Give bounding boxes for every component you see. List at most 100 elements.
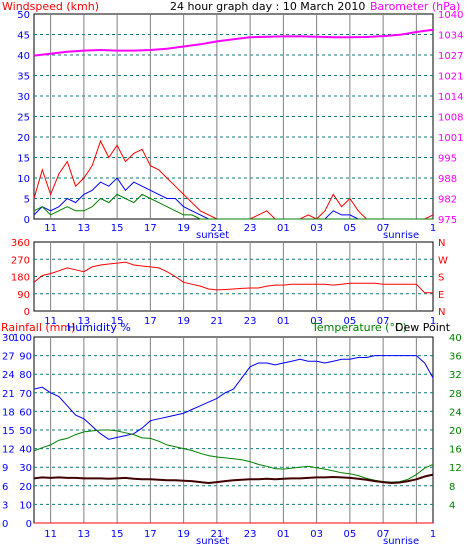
x-tick-label: 11: [44, 316, 57, 327]
x-tick-label: 13: [78, 529, 91, 540]
right-tick-label: 1014: [438, 92, 463, 103]
sunset-marker: sunset: [196, 230, 229, 241]
temperature-axis-label: Temperature (°C): [311, 321, 407, 334]
left-tick-label: 0: [24, 215, 30, 226]
right-tick-label: 1008: [438, 113, 463, 124]
sunset-marker-bottom: sunset: [196, 536, 229, 547]
temperature-tick-label: 20: [449, 426, 462, 437]
panel2-grid: [34, 242, 433, 311]
dewpoint-axis-label: Dew Point: [395, 321, 451, 334]
rain-tick-label: 0: [2, 519, 8, 530]
right-tick-label: 975: [438, 215, 457, 226]
series-line-gust: [33, 193, 433, 220]
humidity-tick-label: 40: [19, 445, 32, 456]
right-tick-label: N: [438, 238, 445, 249]
x-tick-label: 15: [111, 223, 124, 234]
x-tick-label: 19: [177, 316, 190, 327]
series-line-dew-point: [33, 473, 434, 485]
right-tick-label: S: [438, 273, 444, 284]
series-line-barometer: [33, 28, 434, 57]
x-tick-label: 03: [310, 529, 323, 540]
x-tick-label: 07: [377, 223, 390, 234]
left-tick-label: 90: [17, 290, 30, 301]
rain-tick-label: 9: [2, 463, 8, 474]
x-tick-label: 15: [111, 529, 124, 540]
humidity-tick-label: 30: [19, 463, 32, 474]
left-tick-label: 20: [17, 133, 30, 144]
humidity-tick-label: 90: [19, 352, 32, 363]
graph-title: 24 hour graph day : 10 March 2010: [170, 0, 365, 13]
x-tick-label: 01: [277, 529, 290, 540]
windspeed-axis-label: Windspeed (kmh): [2, 0, 99, 13]
right-tick-label: 995: [438, 154, 457, 165]
rain-tick-label: 21: [2, 389, 15, 400]
temperature-tick-label: 16: [449, 445, 462, 456]
panel3-series: [33, 355, 434, 524]
panel3-tick-labels: 0369121518212427300102030405060708090100…: [2, 333, 462, 540]
x-tick-label: 23: [244, 316, 257, 327]
x-tick-label: 07: [377, 316, 390, 327]
left-tick-label: 360: [11, 238, 30, 249]
series-line-wind-direction: [33, 261, 433, 294]
x-tick-label: 15: [111, 316, 124, 327]
right-tick-label: 1027: [438, 51, 463, 62]
panel1-series: [33, 28, 434, 220]
humidity-tick-label: 60: [19, 407, 32, 418]
x-tick-label: 01: [277, 316, 290, 327]
rain-tick-label: 12: [2, 445, 15, 456]
x-tick-label: 17: [144, 529, 157, 540]
temperature-tick-label: 40: [449, 333, 462, 344]
rain-tick-label: 6: [2, 482, 8, 493]
rain-tick-label: 18: [2, 407, 15, 418]
right-tick-label: 1040: [438, 10, 463, 21]
right-tick-label: W: [438, 255, 448, 266]
x-tick-label: 21: [211, 223, 224, 234]
rain-humidity-temperature-panel: 0369121518212427300102030405060708090100…: [1, 321, 462, 547]
right-tick-label: N: [438, 307, 445, 318]
x-tick-label: 1: [430, 316, 436, 327]
left-tick-label: 270: [11, 255, 30, 266]
temperature-tick-label: 8: [449, 482, 455, 493]
x-tick-label: 05: [344, 223, 357, 234]
x-tick-label: 13: [78, 223, 91, 234]
rain-tick-label: 15: [2, 426, 15, 437]
left-tick-label: 0: [24, 307, 30, 318]
x-tick-label: 19: [177, 223, 190, 234]
humidity-tick-label: 50: [19, 426, 32, 437]
series-line-temperature: [33, 429, 434, 483]
temperature-tick-label: 12: [449, 463, 462, 474]
left-tick-label: 15: [17, 154, 30, 165]
panel1-grid: [34, 14, 433, 219]
humidity-tick-label: 0: [26, 519, 32, 530]
x-tick-label: 21: [211, 529, 224, 540]
sunrise-marker: sunrise: [383, 230, 419, 241]
x-tick-label: 11: [44, 529, 57, 540]
left-tick-label: 50: [17, 10, 30, 21]
right-tick-label: E: [438, 290, 444, 301]
left-tick-label: 5: [24, 195, 30, 206]
temperature-tick-label: 24: [449, 407, 462, 418]
rainfall-axis-label: Rainfall (mm): [1, 321, 75, 334]
x-tick-label: 01: [277, 223, 290, 234]
humidity-tick-label: 10: [19, 500, 32, 511]
x-tick-label: 23: [244, 223, 257, 234]
x-tick-label: 19: [177, 529, 190, 540]
left-tick-label: 35: [17, 72, 30, 83]
left-tick-label: 30: [17, 92, 30, 103]
x-tick-label: 11: [44, 223, 57, 234]
left-tick-label: 45: [17, 31, 30, 42]
wind-barometer-panel: 0510152025303540455097598298899510011008…: [2, 0, 463, 241]
x-tick-label: 21: [211, 316, 224, 327]
x-tick-label: 07: [377, 529, 390, 540]
x-tick-label: 03: [310, 316, 323, 327]
x-tick-label: 05: [344, 529, 357, 540]
rain-tick-label: 27: [2, 352, 15, 363]
temperature-tick-label: 32: [449, 370, 462, 381]
x-tick-label: 13: [78, 316, 91, 327]
left-tick-label: 25: [17, 113, 30, 124]
left-tick-label: 40: [17, 51, 30, 62]
x-tick-label: 05: [344, 316, 357, 327]
temperature-tick-label: 36: [449, 352, 462, 363]
